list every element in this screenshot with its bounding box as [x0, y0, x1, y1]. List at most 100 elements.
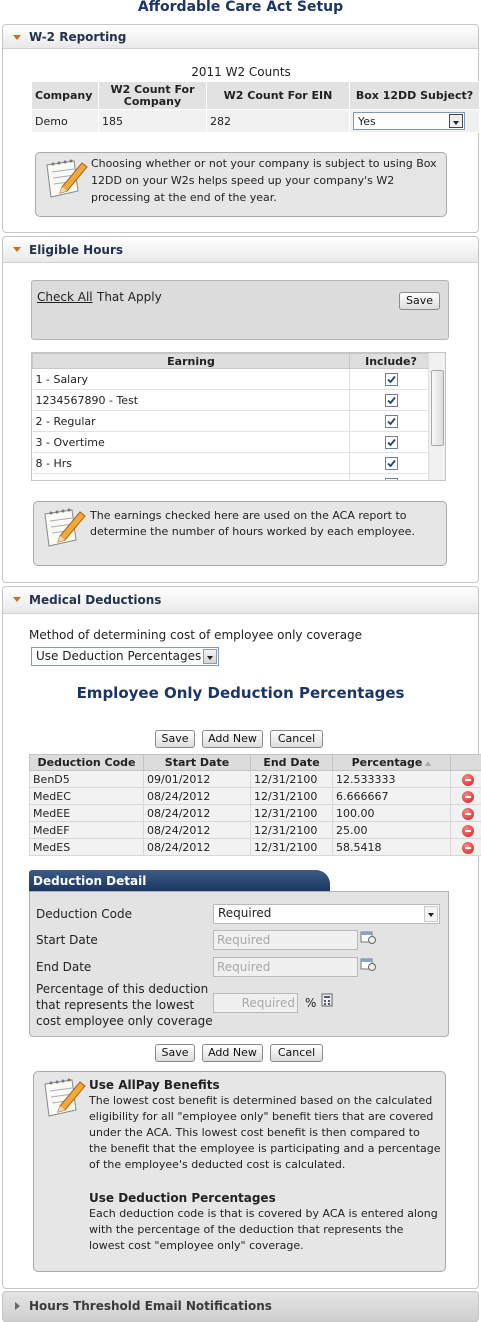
- action-button[interactable]: Save: [155, 730, 195, 748]
- calendar-icon[interactable]: [360, 956, 376, 972]
- delete-icon[interactable]: [461, 841, 474, 854]
- note-icon-part: [49, 511, 53, 515]
- include-checkbox[interactable]: [384, 393, 398, 407]
- delete-cell: [450, 804, 481, 822]
- column-header[interactable]: Percentage: [332, 754, 451, 771]
- delete-icon[interactable]: [461, 773, 474, 786]
- earnings-table: Earning Include? 1 - Salary 1234567890 - Te…: [32, 353, 433, 481]
- note-icon-part: [49, 517, 73, 522]
- column-header[interactable]: Deduction Code: [29, 754, 144, 771]
- medical-note: Use AllPay Benefits The lowest cost bene…: [33, 1071, 446, 1272]
- start-date-input[interactable]: Required: [213, 930, 358, 950]
- data-row: MedEC 08/24/2012 12/31/2100 6.666667: [29, 787, 481, 805]
- hours-threshold-header: Hours Threshold Email Notifications: [29, 1299, 272, 1313]
- note-title: Use Deduction Percentages: [89, 1191, 276, 1205]
- calendar-icon[interactable]: [360, 929, 376, 945]
- medical-header[interactable]: Medical Deductions: [3, 587, 478, 614]
- delete-icon[interactable]: [461, 790, 474, 803]
- check-mark: [387, 396, 396, 405]
- delete-cell: [450, 770, 481, 788]
- cell-text: Demo: [35, 114, 68, 128]
- column-header: Earning: [32, 353, 350, 369]
- data-row: MedEE 08/24/2012 12/31/2100 100.00: [29, 804, 481, 822]
- eligible-header-text: Eligible Hours: [29, 243, 124, 257]
- field-placeholder: Required: [218, 906, 272, 920]
- w2-note-text: Choosing whether or not your company is …: [91, 157, 437, 204]
- w2-header[interactable]: W-2 Reporting: [3, 25, 478, 49]
- note-icon-part: [51, 159, 73, 166]
- earning-name: Car - Car Allowance: [32, 473, 350, 480]
- check-mark: [386, 479, 397, 481]
- include-checkbox[interactable]: [384, 372, 398, 386]
- earning-name: 1234567890 - Test: [32, 389, 350, 411]
- collapse-icon: [13, 247, 21, 252]
- scroll-thumb[interactable]: [431, 370, 444, 446]
- method-select[interactable]: Use Deduction Percentages: [31, 647, 219, 666]
- eligible-header[interactable]: Eligible Hours: [3, 237, 478, 263]
- cell: 08/24/2012: [143, 804, 251, 822]
- note-body: Each deduction code is that is covered b…: [89, 1207, 438, 1252]
- delete-icon[interactable]: [461, 824, 474, 837]
- box12dd-select[interactable]: Yes: [353, 112, 465, 130]
- data-row: 3 - Overtime: [32, 431, 433, 453]
- action-button[interactable]: Add New: [202, 1044, 263, 1062]
- include-cell: [349, 410, 433, 432]
- column-header[interactable]: Start Date: [143, 754, 251, 771]
- dropdown-arrow: [203, 649, 217, 664]
- note-icon-part: [63, 160, 67, 164]
- note-icon-part: [67, 508, 71, 512]
- collapse-icon: [13, 35, 21, 40]
- action-button[interactable]: Cancel: [270, 1044, 323, 1062]
- field-label: Percentage of this deduction that repres…: [36, 982, 213, 1028]
- data-row: 1234567890 - Test: [32, 389, 433, 411]
- delete-cell: [450, 821, 481, 839]
- cell: 25.00: [332, 821, 451, 839]
- data-row: BenD5 09/01/2012 12/31/2100 12.533333: [29, 770, 481, 788]
- check-mark: [387, 375, 396, 384]
- field-label: Deduction Code: [36, 907, 132, 921]
- action-button[interactable]: Save: [155, 1044, 195, 1062]
- calculator-icon[interactable]: [321, 993, 333, 1007]
- scrollbar[interactable]: [428, 353, 445, 480]
- check-path: [387, 438, 396, 447]
- check-mark: [387, 417, 396, 426]
- action-button[interactable]: Cancel: [270, 730, 323, 748]
- include-checkbox[interactable]: [384, 414, 398, 428]
- note-icon-part: [46, 159, 88, 198]
- check-all-link[interactable]: Check All: [37, 290, 93, 304]
- note-icon-part: [61, 1079, 65, 1083]
- check-path: [387, 375, 396, 384]
- note-icon-part: [57, 511, 86, 543]
- delete-icon[interactable]: [461, 807, 474, 820]
- note-title: Use AllPay Benefits: [89, 1078, 220, 1092]
- cell: Yes: [349, 109, 480, 133]
- save-button[interactable]: Save: [399, 292, 440, 310]
- note-icon: [44, 157, 90, 204]
- cell: 09/01/2012: [143, 770, 251, 788]
- percentage-input[interactable]: Required: [213, 993, 298, 1013]
- field-label: End Date: [36, 960, 92, 974]
- include-checkbox[interactable]: [384, 477, 398, 481]
- column-header[interactable]: End Date: [250, 754, 333, 771]
- column-header: Box 12DD Subject?: [349, 81, 480, 110]
- include-checkbox[interactable]: [384, 435, 398, 449]
- note-icon-part: [44, 508, 86, 547]
- note-icon: [42, 506, 88, 553]
- include-cell: [349, 389, 433, 411]
- hours-threshold-section[interactable]: Hours Threshold Email Notifications: [2, 1291, 479, 1322]
- note-icon-part: [55, 510, 59, 514]
- cell: 12/31/2100: [250, 804, 333, 822]
- action-button[interactable]: Add New: [202, 730, 263, 748]
- end-date-input[interactable]: Required: [213, 957, 358, 977]
- cell: 58.5418: [332, 838, 451, 856]
- cell: Demo: [31, 109, 99, 133]
- note-icon-part: [69, 159, 73, 163]
- data-row: Demo 185 282 Yes: [31, 109, 480, 133]
- note-icon-part: [59, 162, 88, 194]
- include-checkbox[interactable]: [384, 456, 398, 470]
- note-icon-part: [60, 187, 67, 193]
- deduction-code-select[interactable]: Required: [213, 904, 440, 924]
- cell-text: 185: [102, 114, 123, 128]
- eligible-note: The earnings checked here are used on th…: [33, 501, 447, 566]
